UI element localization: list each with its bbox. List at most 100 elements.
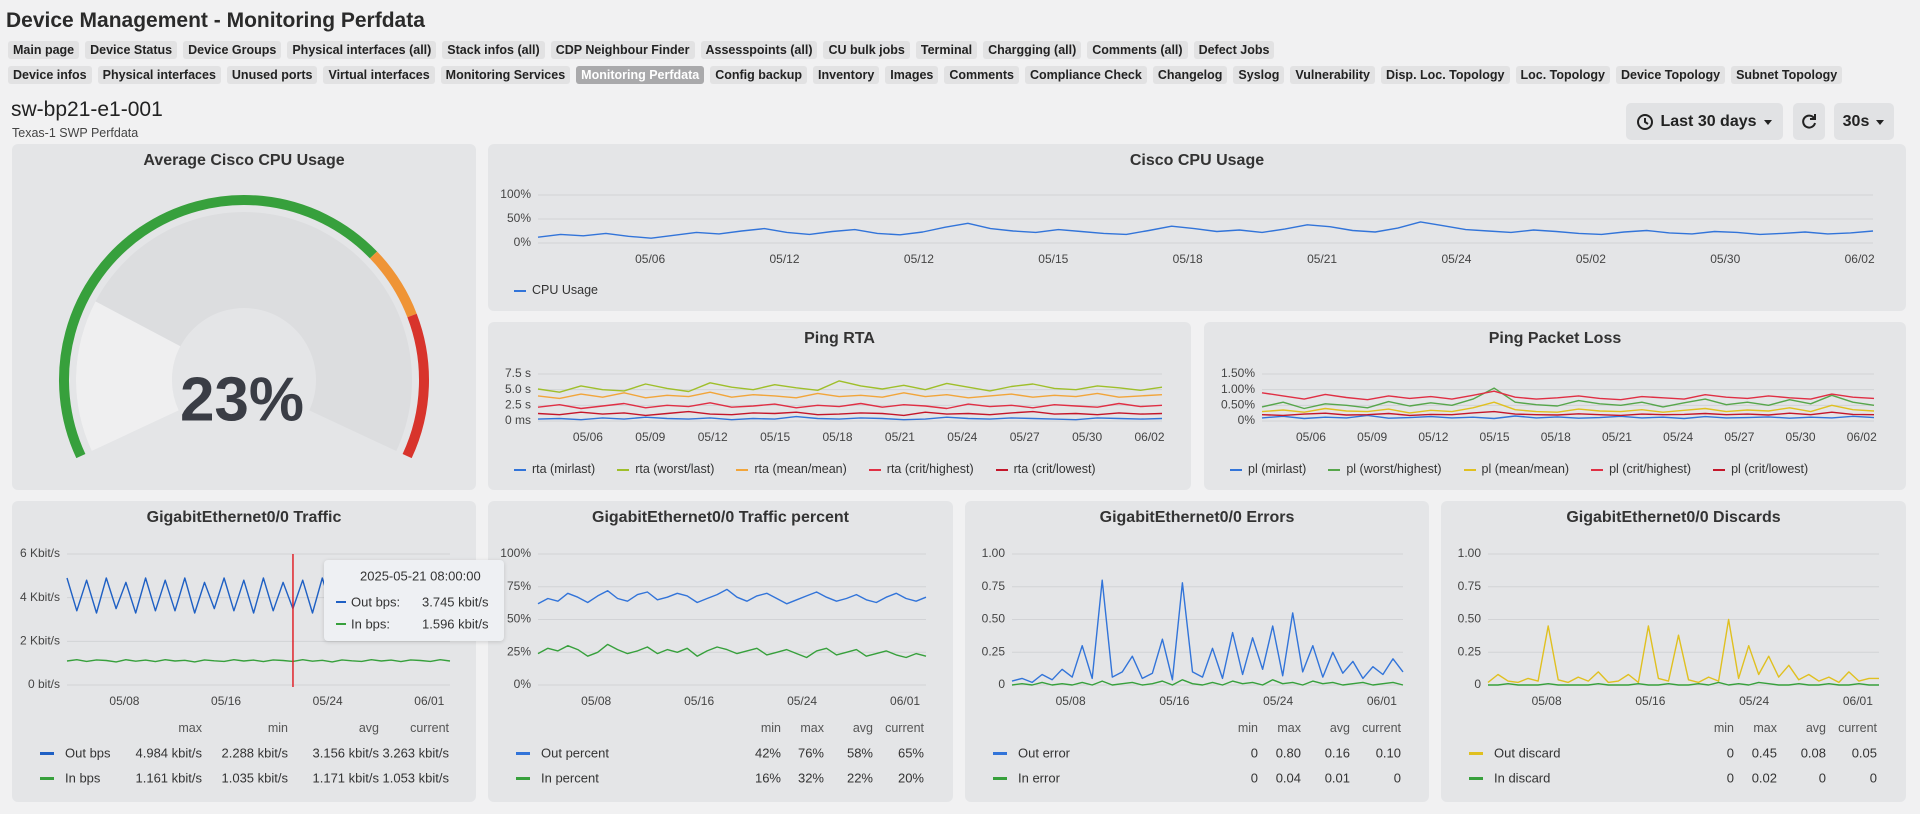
y-tick-label: 100% [500, 546, 531, 560]
stats-value: 1.161 kbit/s [135, 770, 203, 786]
stats-value: 1.171 kbit/s [312, 770, 380, 786]
legend: pl (mirlast) pl (worst/highest) pl (mean/m… [1230, 462, 1808, 476]
nav-tab[interactable]: Monitoring Perfdata [576, 66, 705, 84]
x-tick-label: 06/01 [1367, 694, 1397, 708]
x-tick-label: 05/08 [581, 694, 611, 708]
legend-swatch [993, 752, 1007, 755]
stats-header: avg [1329, 721, 1350, 735]
x-tick-label: 05/12 [1418, 430, 1448, 444]
nav-tab[interactable]: Disp. Loc. Topology [1380, 66, 1510, 84]
y-tick-label: 0 [998, 677, 1005, 691]
x-tick-label: 05/12 [770, 252, 800, 266]
x-tick-label: 06/02 [1847, 430, 1877, 444]
nav-tab[interactable]: Main page [8, 41, 80, 59]
legend-label: pl (crit/lowest) [1731, 462, 1809, 476]
y-tick-label: 0 ms [505, 413, 531, 427]
stats-value: 0.80 [1275, 745, 1301, 761]
nav-tab[interactable]: Comments [944, 66, 1019, 84]
nav-tab[interactable]: Physical interfaces (all) [287, 41, 437, 59]
nav-tab[interactable]: Physical interfaces [97, 66, 221, 84]
legend-swatch [868, 468, 881, 471]
y-tick-label: 6 Kbit/s [20, 546, 60, 560]
time-series-chart: 0 bit/s 2 Kbit/s 4 Kbit/s 6 Kbit/s 05/08 05/1… [20, 546, 451, 708]
y-tick-label: 7.5 s [505, 366, 531, 380]
nav-tab[interactable]: Device Status [85, 41, 178, 59]
stats-header: min [267, 721, 288, 735]
traffic-panel: GigabitEthernet0/0 Traffic 0 bit/s 2 Kbit/… [12, 501, 504, 802]
nav-tab[interactable]: Images [885, 66, 939, 84]
x-tick-label: 05/08 [109, 694, 139, 708]
refresh-interval-button[interactable]: 30s [1834, 103, 1894, 140]
nav-tab[interactable]: Device Topology [1615, 66, 1726, 84]
legend-label: pl (mean/mean) [1481, 462, 1570, 476]
nav-tab[interactable]: Comments (all) [1087, 41, 1188, 59]
stats-header: max [1277, 721, 1301, 735]
x-tick-label: 05/30 [1710, 252, 1740, 266]
nav-tab[interactable]: Defect Jobs [1193, 41, 1275, 59]
nav-tab[interactable]: Stack infos (all) [442, 41, 545, 59]
stats-value: 0.05 [1851, 745, 1877, 761]
y-tick-label: 0.50% [1221, 398, 1255, 412]
stats-value: 0.45 [1751, 745, 1777, 761]
x-tick-label: 06/01 [414, 694, 444, 708]
ping-rta-panel: Ping RTA 0 ms 2.5 s 5.0 s 7.5 s 05/06 05/09 05/… [488, 322, 1191, 490]
nav-tab[interactable]: Config backup [710, 66, 808, 84]
series-line [537, 402, 1163, 410]
stats-value: 22% [846, 770, 873, 786]
legend: rta (mirlast) rta (worst/last) rta (mean/m… [514, 462, 1096, 476]
refresh-interval-label: 30s [1842, 112, 1870, 130]
x-tick-label: 05/21 [885, 430, 915, 444]
nav-tab[interactable]: Chargging (all) [983, 41, 1082, 59]
nav-tab[interactable]: Loc. Topology [1515, 66, 1610, 84]
x-tick-label: 05/24 [787, 694, 817, 708]
panel-title: GigabitEthernet0/0 Traffic percent [592, 509, 849, 526]
y-tick-label: 1.50% [1221, 366, 1255, 380]
legend-item: CPU Usage [514, 283, 598, 297]
nav-tab[interactable]: Device Groups [183, 41, 282, 59]
y-tick-label: 2 Kbit/s [20, 634, 60, 648]
time-range-button[interactable]: Last 30 days [1626, 103, 1783, 140]
stats-value: 0 [1869, 770, 1877, 786]
legend-item: pl (crit/highest) [1591, 462, 1691, 476]
legend-swatch [736, 468, 749, 471]
series-line [537, 380, 1163, 393]
nav-tab[interactable]: Vulnerability [1290, 66, 1375, 84]
nav-tab[interactable]: Changelog [1152, 66, 1228, 84]
clock-icon [1637, 113, 1654, 130]
nav-tab[interactable]: Virtual interfaces [323, 66, 435, 84]
y-tick-label: 0 bit/s [28, 677, 60, 691]
x-tick-label: 05/15 [1038, 252, 1068, 266]
stats-value: 3.263 kbit/s [382, 745, 450, 761]
y-tick-label: 1.00% [1221, 382, 1255, 396]
nav-tab[interactable]: Terminal [915, 41, 978, 59]
nav-tab[interactable]: Unused ports [226, 66, 318, 84]
nav-tab[interactable]: Assesspoints (all) [700, 41, 818, 59]
refresh-button[interactable] [1793, 103, 1825, 140]
nav-tab[interactable]: Monitoring Services [440, 66, 571, 84]
y-tick-label: 0 [1474, 677, 1481, 691]
time-series-chart: 0%0.50% 1.00% 1.50% 05/06 05/09 05/12 05/15 05/… [1221, 366, 1877, 444]
nav-tab[interactable]: Inventory [813, 66, 880, 84]
nav-tab[interactable]: Compliance Check [1024, 66, 1147, 84]
gauge-threshold-arc [369, 251, 417, 318]
nav-tab[interactable]: CU bulk jobs [823, 41, 910, 59]
x-tick-label: 05/06 [573, 430, 603, 444]
legend-item: rta (worst/last) [617, 462, 714, 476]
x-tick-label: 06/02 [1845, 252, 1875, 266]
legend-swatch [514, 468, 526, 471]
x-tick-label: 05/15 [1480, 430, 1510, 444]
x-tick-label: 05/24 [1441, 252, 1471, 266]
nav-tab[interactable]: Subnet Topology [1731, 66, 1843, 84]
series-line [1487, 618, 1879, 684]
legend-item: rta (mean/mean) [736, 462, 847, 476]
tooltip-value: 1.596 kbit/s [422, 616, 489, 632]
caret [1763, 119, 1772, 125]
x-tick-label: 05/16 [1159, 694, 1189, 708]
stats-header: current [410, 721, 449, 735]
stats-value: 0 [1250, 770, 1258, 786]
nav-tab[interactable]: Device infos [8, 66, 92, 84]
nav-tab[interactable]: CDP Neighbour Finder [550, 41, 695, 59]
y-tick-label: 0.75 [1458, 579, 1482, 593]
legend-label: rta (worst/last) [635, 462, 715, 476]
nav-tab[interactable]: Syslog [1233, 66, 1285, 84]
